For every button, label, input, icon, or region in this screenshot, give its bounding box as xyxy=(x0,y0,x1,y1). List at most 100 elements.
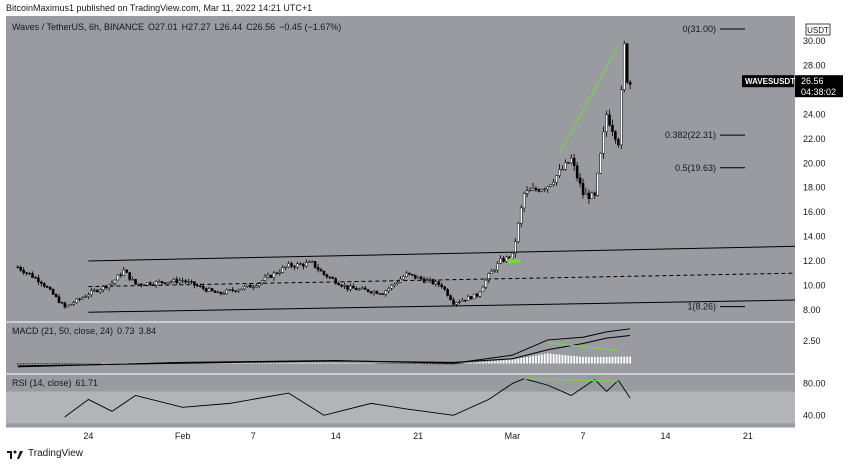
candle-body xyxy=(51,289,55,295)
macd-bar xyxy=(499,360,502,364)
macd-bar xyxy=(349,362,352,364)
legend-close: C26.56 xyxy=(246,22,275,32)
time-tick-label: 7 xyxy=(251,431,256,441)
candle-body xyxy=(620,89,623,146)
candle-body xyxy=(60,302,64,304)
candle-body xyxy=(254,285,258,288)
candle-body xyxy=(322,270,326,275)
macd-bar xyxy=(252,362,255,364)
candle-body xyxy=(302,263,305,267)
publisher-line: BitcoinMaximus1 published on TradingView… xyxy=(6,3,313,13)
candle-body xyxy=(469,296,473,300)
candle-body xyxy=(305,262,308,267)
macd-bar xyxy=(352,362,355,364)
macd-bar xyxy=(290,362,293,364)
candle-body xyxy=(19,266,23,271)
macd-bar xyxy=(396,363,399,364)
candle-body xyxy=(257,282,261,287)
candle-body xyxy=(481,286,485,293)
fib-level-label: 0(31.00) xyxy=(682,24,716,34)
plot-background xyxy=(6,16,795,428)
macd-bar xyxy=(458,363,461,364)
time-tick-label: 24 xyxy=(83,431,93,441)
candle-body xyxy=(246,284,249,287)
macd-bar xyxy=(576,356,579,364)
legend-low: L26.44 xyxy=(215,22,243,32)
macd-bar xyxy=(337,362,340,364)
candle-body xyxy=(293,266,296,268)
candle-body xyxy=(534,188,538,191)
candle-body xyxy=(405,272,408,277)
candle-body xyxy=(578,177,582,184)
price-tick-label: 28.00 xyxy=(803,61,826,71)
candle-body xyxy=(178,280,181,283)
macd-bar xyxy=(355,363,358,364)
macd-bar xyxy=(496,360,499,364)
macd-bar xyxy=(614,356,617,364)
candle-body xyxy=(519,207,523,224)
candle-body xyxy=(210,288,214,292)
macd-bar xyxy=(278,362,281,364)
macd-bar xyxy=(125,362,128,364)
candle-body xyxy=(231,289,234,291)
candle-body xyxy=(475,293,479,297)
macd-bar xyxy=(558,354,561,364)
macd-bar xyxy=(264,362,266,364)
candle-body xyxy=(48,287,52,290)
macd-bar xyxy=(267,362,269,364)
rsi-value: 61.71 xyxy=(76,378,99,388)
candle-body xyxy=(605,114,608,133)
candle-body xyxy=(569,158,573,164)
macd-bar xyxy=(249,362,252,364)
legend-change: −0.45 (−1.67%) xyxy=(279,22,341,32)
candle-body xyxy=(452,299,455,305)
candle-body xyxy=(116,274,120,281)
macd-bar xyxy=(626,356,629,364)
macd-bar xyxy=(467,363,470,364)
macd-bar xyxy=(517,358,520,364)
candle-body xyxy=(328,276,332,279)
candle-body xyxy=(249,284,252,288)
macd-bar xyxy=(58,363,60,364)
tradingview-chart[interactable]: 0(31.00) 0.382(22.31) 0.5(19.63) 1(8.26) 8.0… xyxy=(0,16,850,443)
macd-bar xyxy=(455,363,458,365)
macd-bar xyxy=(22,363,25,365)
candle-body xyxy=(584,192,588,195)
candle-body xyxy=(408,272,411,275)
candle-body xyxy=(125,269,128,273)
candle-body xyxy=(222,293,226,295)
macd-bar xyxy=(608,356,611,364)
candle-body xyxy=(237,289,240,292)
macd-bar xyxy=(61,363,63,364)
candle-body xyxy=(349,285,352,290)
macd-bar xyxy=(473,362,476,364)
candle-body xyxy=(219,291,223,294)
candle-body xyxy=(360,287,364,290)
price-tick-label: 12.00 xyxy=(803,256,826,266)
candle-body xyxy=(216,291,220,294)
macd-bar xyxy=(555,354,558,364)
candle-body xyxy=(313,261,317,268)
candle-body xyxy=(154,281,158,286)
candle-body xyxy=(87,294,90,297)
candle-body xyxy=(590,192,594,199)
candle-body xyxy=(346,285,349,290)
macd-bar xyxy=(75,363,78,364)
macd-bar xyxy=(611,356,614,364)
macd-bar xyxy=(546,353,549,364)
macd-bar xyxy=(505,360,508,364)
footer-brand: TradingView xyxy=(28,448,84,459)
candle-body xyxy=(537,189,541,192)
macd-bar xyxy=(617,356,620,364)
candle-body xyxy=(549,184,552,187)
currency-box xyxy=(805,23,831,36)
candle-body xyxy=(275,272,279,274)
macd-bar xyxy=(590,356,593,364)
macd-bar xyxy=(328,362,331,364)
candle-body xyxy=(396,282,399,284)
rsi-tick-label: 40.00 xyxy=(803,410,826,420)
candle-body xyxy=(128,272,131,280)
candle-body xyxy=(463,299,467,302)
macd-bar xyxy=(334,362,337,364)
candle-body xyxy=(201,285,205,289)
